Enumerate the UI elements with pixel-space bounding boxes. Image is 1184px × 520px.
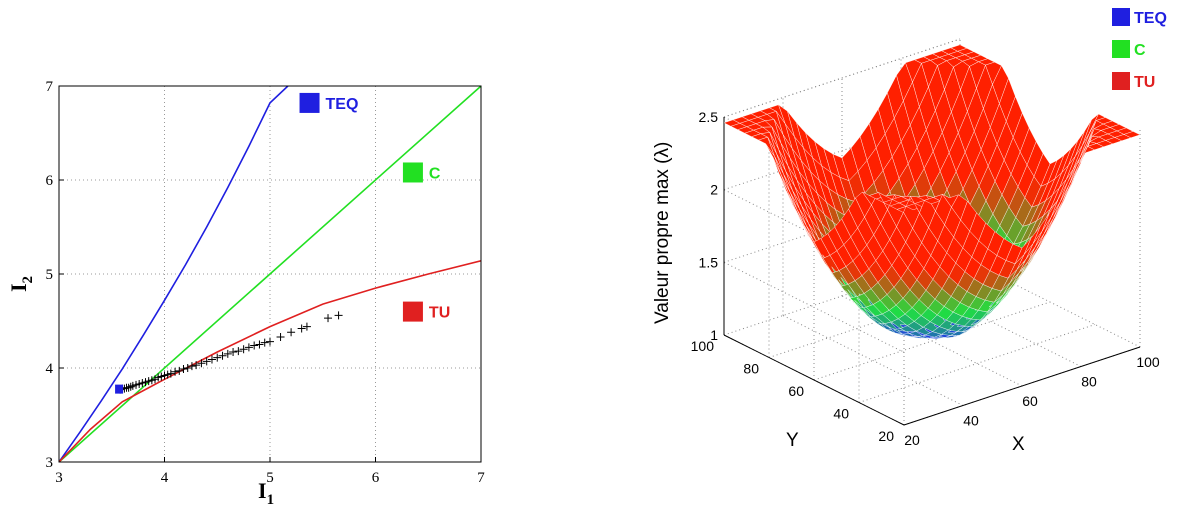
legend-label: TU [1134,74,1155,91]
x-axis-line [903,346,1141,426]
surface-z-axis-label: Valeur propre max (λ) [652,142,673,324]
x-tick-label: 60 [1022,393,1038,409]
y-tick-label: 40 [833,406,849,422]
x-axis-label: I1 [258,478,274,508]
x-tick-label: 80 [1081,374,1097,390]
data-point-marker [202,357,211,366]
data-point-marker [179,364,188,373]
start-point-marker [115,384,124,394]
data-point-marker [183,364,192,372]
surface-patch [1123,131,1141,139]
legend-swatch [1112,72,1130,90]
data-point-marker [287,328,296,337]
z-tick-label: 1 [710,327,718,343]
annotation-label: C [429,165,441,182]
floor-grid-line [858,324,1096,403]
data-point-marker [175,366,184,375]
floor-grid-line [813,301,1051,381]
y-tick-label: 80 [743,361,759,377]
left-annotations: TEQ C TU [299,92,450,322]
surface-x-axis-label: X [1012,434,1025,455]
left-tick-labels: 3 4 5 6 7 3 4 5 6 7 [46,79,486,486]
y-tick-label: 60 [788,383,804,399]
series-line-teq [59,86,289,462]
data-point-marker [250,341,259,350]
z-tick-label: 2 [710,182,718,198]
x-tick-label: 20 [904,432,920,448]
x-tick-label: 40 [963,413,979,429]
data-point-marker [297,324,306,333]
data-point-marker [260,338,269,347]
data-point-marker [229,348,238,357]
y-tick-label: 4 [46,361,54,377]
annotation-label: TU [429,305,450,322]
y-axis-label: I2 [6,276,36,292]
surface-y-axis-label: Y [786,430,799,451]
data-point-marker [213,353,222,362]
floor-grid-line [959,256,1141,348]
data-point-marker [266,337,274,346]
data-point-marker [218,351,227,360]
data-point-marker [324,314,333,323]
x-tick-label: 4 [161,470,169,486]
annotation-label: TEQ [326,96,359,113]
data-point-marker [239,345,248,354]
data-point-marker [171,367,180,376]
z-tick-label: 2.5 [699,109,719,125]
data-point-marker [187,362,196,371]
floor-grid-line [782,315,964,406]
y-tick-label: 3 [46,455,54,471]
x-tick-label: 7 [477,470,485,486]
data-point-marker [234,347,243,356]
y-tick-label: 100 [691,338,715,354]
i1-i2-line-chart: 3 4 5 6 7 3 4 5 6 7 TEQ C TU I1 I2 [6,79,485,508]
y-axis-line [723,334,905,426]
x-tick-label: 5 [266,470,274,486]
left-data-markers [115,311,343,394]
x-tick-label: 3 [55,470,63,486]
annotation-swatch [299,92,320,113]
legend-label: TEQ [1134,10,1167,27]
data-point-marker [255,340,264,349]
box-edge-line [723,38,961,118]
y-tick-label: 6 [46,173,54,189]
series-line-tu [59,260,481,462]
data-point-marker [207,355,216,364]
y-tick-label: 7 [46,79,54,95]
data-point-marker [244,343,253,352]
legend-label: C [1134,42,1146,59]
data-point-marker [223,349,232,358]
side-wall-grid-line [723,261,905,353]
z-tick-label: 1.5 [699,254,719,270]
data-point-marker [197,359,206,368]
legend-swatch [1112,8,1130,26]
data-point-marker [124,383,133,392]
x-tick-label: 100 [1136,354,1160,370]
left-series-lines [59,86,481,462]
floor-grid-line [723,256,961,336]
data-point-marker [192,361,201,370]
surface-legend: TEQ C TU [1112,8,1167,91]
annotation-swatch [402,301,423,322]
y-tick-label: 5 [46,267,54,283]
data-point-marker [166,369,175,378]
back-wall-grid-line [723,111,961,191]
eigenvalue-surface [723,44,1141,340]
annotation-swatch [402,162,423,183]
y-tick-label: 20 [878,428,894,444]
series-line-c [59,86,481,462]
legend-swatch [1112,40,1130,58]
data-point-marker [334,311,343,320]
data-point-marker [276,332,285,341]
data-point-marker [126,382,135,391]
x-tick-label: 6 [372,470,380,486]
data-point-marker [302,322,311,331]
floor-grid-line [900,276,1082,367]
